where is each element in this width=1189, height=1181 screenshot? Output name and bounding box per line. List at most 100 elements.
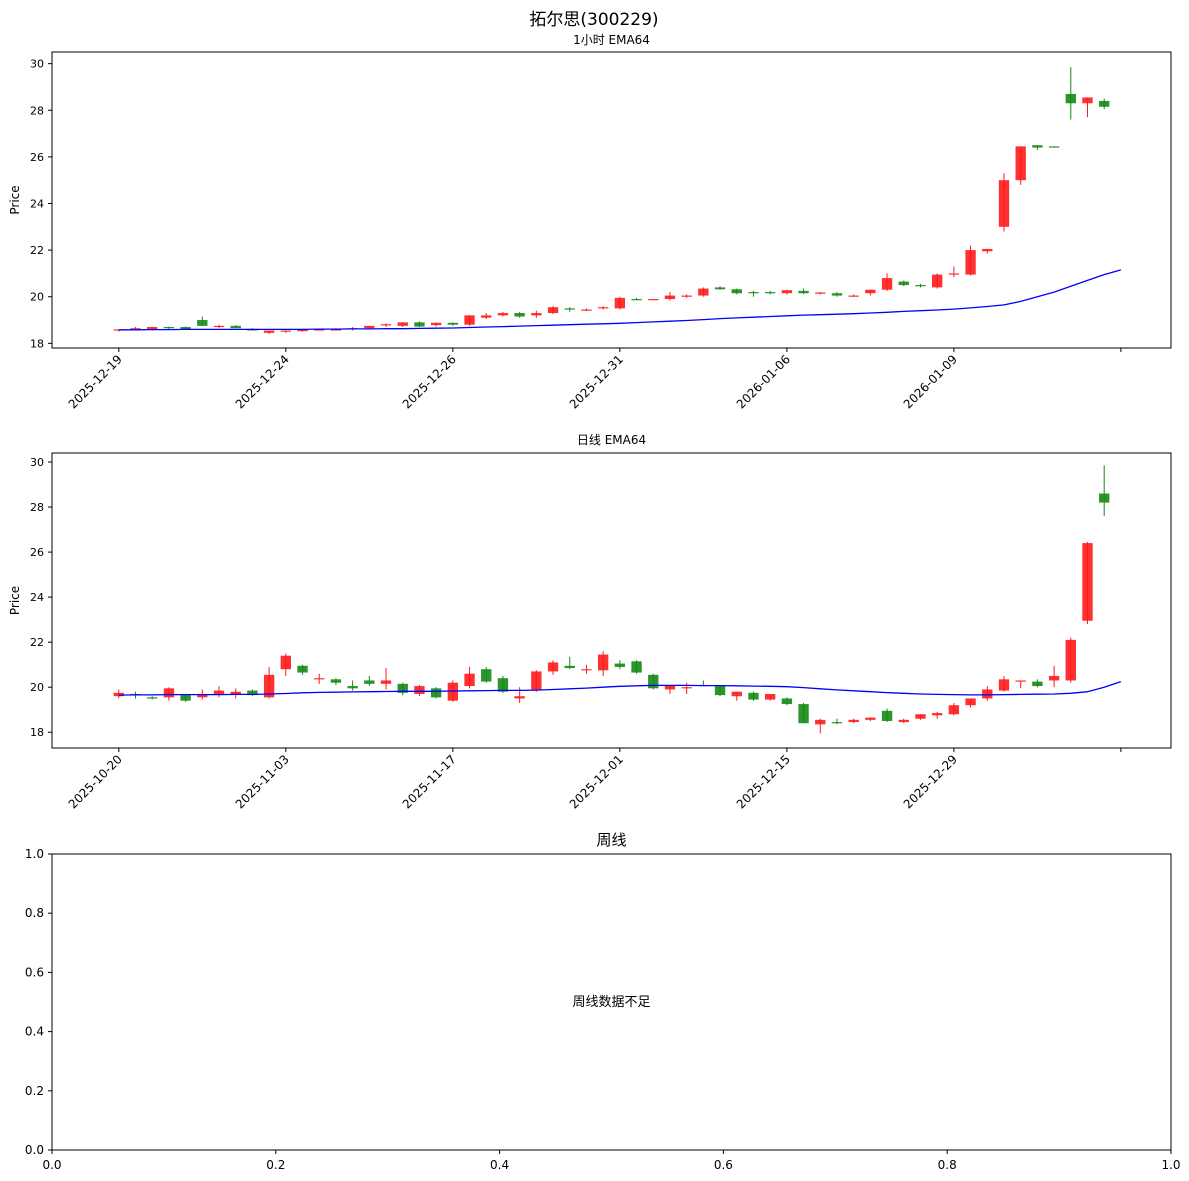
y-tick-label: 0.2 <box>25 1084 44 1098</box>
plot-frame <box>51 452 1172 749</box>
candle <box>531 310 542 318</box>
plot-frame <box>51 853 1172 1151</box>
candle-body <box>197 320 208 326</box>
candle-body <box>1048 146 1060 148</box>
candle-body <box>464 315 475 325</box>
candle-body <box>798 704 809 724</box>
panel-title: 1小时 EMA64 <box>573 33 650 47</box>
x-tick-label: 0.8 <box>938 1158 957 1172</box>
candle-body <box>965 698 976 706</box>
candle-body <box>932 274 943 288</box>
candle-body <box>1082 543 1093 621</box>
candle <box>1099 98 1110 110</box>
candle-body <box>664 295 676 300</box>
candle-body <box>781 290 793 294</box>
candle <box>213 324 225 329</box>
candle <box>147 696 158 700</box>
candle <box>815 292 826 295</box>
candle <box>263 666 275 699</box>
candle <box>815 718 826 734</box>
hourly-chart-panel: 1小时 EMA64 18 20 22 24 26 28 30 2025-12-19 2025-12… <box>8 33 1172 411</box>
candle-body <box>664 684 676 690</box>
candle-body <box>731 289 742 294</box>
candle <box>1065 637 1076 683</box>
candle <box>798 702 809 724</box>
candle-body <box>614 663 626 667</box>
candle <box>1065 67 1076 120</box>
candle-body <box>998 679 1010 691</box>
candle <box>982 686 993 701</box>
x-tick-label: 2026-01-06 <box>734 352 793 411</box>
candle-body <box>230 691 241 694</box>
y-tick-label: 18 <box>30 726 44 739</box>
y-tick-label: 24 <box>30 591 44 604</box>
candle-body <box>865 717 876 720</box>
figure-title: 拓尔思(300229) <box>529 10 658 30</box>
y-tick-label: 28 <box>30 501 44 514</box>
candle <box>197 316 208 326</box>
candle-body <box>447 682 459 701</box>
candle <box>631 297 642 301</box>
candle-body <box>1015 680 1026 682</box>
candle <box>564 656 575 670</box>
candle-body <box>213 690 225 694</box>
plot-frame <box>51 51 1172 349</box>
y-tick-label: 22 <box>30 636 44 649</box>
y-tick-label: 30 <box>30 456 44 469</box>
y-tick-label: 1.0 <box>25 847 44 861</box>
candle-body <box>815 292 826 294</box>
candle-body <box>1015 146 1026 181</box>
candle-body <box>915 714 926 719</box>
candle-body <box>982 689 993 699</box>
candle <box>380 668 392 690</box>
candle <box>481 313 492 319</box>
candle <box>714 286 726 290</box>
candle-body <box>932 713 943 716</box>
candle <box>581 664 592 674</box>
candle <box>881 273 893 291</box>
candle <box>1082 97 1093 118</box>
candle <box>798 288 809 294</box>
panel-title: 周线 <box>596 831 626 849</box>
candle <box>547 306 559 315</box>
candle-body <box>147 327 158 330</box>
x-tick-label: 0.2 <box>266 1158 285 1172</box>
candle <box>664 292 676 301</box>
y-tick-label: 24 <box>30 197 44 210</box>
candle-body <box>1032 681 1043 687</box>
candle <box>748 290 759 297</box>
candle <box>948 702 960 716</box>
candle-body <box>247 690 258 696</box>
candle-body <box>213 325 225 328</box>
x-tick-label: 2025-12-01 <box>567 752 626 811</box>
candle-body <box>481 669 492 682</box>
candle <box>731 288 742 295</box>
y-tick-label: 0.4 <box>25 1025 44 1039</box>
candle-body <box>648 299 659 301</box>
candle-body <box>848 719 859 723</box>
x-tick-label: 2025-12-19 <box>66 352 125 411</box>
x-tick-label: 2025-11-03 <box>233 752 292 811</box>
candle <box>664 684 676 694</box>
candle <box>464 666 475 689</box>
x-tick-label: 2025-12-26 <box>400 352 459 411</box>
candle <box>764 693 776 701</box>
candle-body <box>898 281 909 286</box>
candle-body <box>798 290 809 294</box>
candle <box>998 675 1010 692</box>
candle-body <box>614 297 626 309</box>
candle-body <box>230 325 241 329</box>
candle <box>430 322 442 327</box>
x-tick-label: 2025-10-20 <box>66 752 125 811</box>
candle-body <box>180 327 191 330</box>
candle <box>430 687 442 699</box>
candle <box>881 708 893 723</box>
candle-body <box>414 686 425 694</box>
candle-body <box>881 278 893 290</box>
candle-body <box>731 691 742 697</box>
y-tick-label: 26 <box>30 546 44 559</box>
candle <box>998 173 1010 232</box>
candle-body <box>464 673 475 687</box>
candle <box>364 675 375 687</box>
candle-body <box>831 722 843 724</box>
